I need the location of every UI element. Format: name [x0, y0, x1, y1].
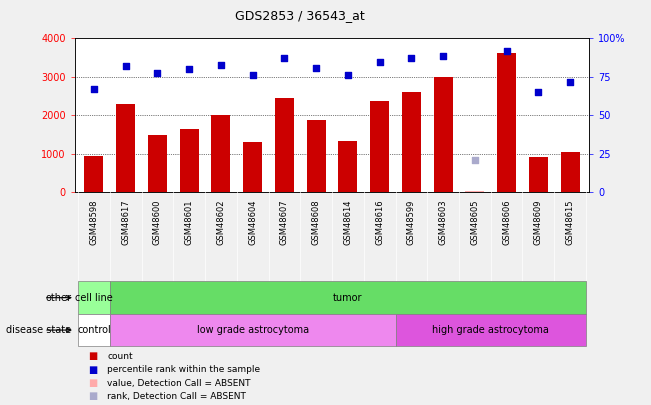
Bar	[243, 142, 262, 192]
Text: GSM48609: GSM48609	[534, 200, 543, 245]
Text: GSM48614: GSM48614	[343, 200, 352, 245]
Text: GSM48617: GSM48617	[121, 200, 130, 245]
Bar	[78, 314, 110, 346]
Point	[438, 53, 449, 60]
Text: GSM48603: GSM48603	[439, 200, 448, 245]
Text: high grade astrocytoma: high grade astrocytoma	[432, 325, 549, 335]
Text: ■: ■	[88, 378, 97, 388]
Point	[533, 88, 544, 95]
Text: rank, Detection Call = ABSENT: rank, Detection Call = ABSENT	[107, 392, 246, 401]
Bar	[402, 92, 421, 192]
Bar	[78, 281, 110, 314]
Text: disease state: disease state	[7, 325, 72, 335]
Point	[406, 55, 417, 62]
Text: GSM48601: GSM48601	[185, 200, 193, 245]
Bar	[434, 77, 452, 192]
Text: GSM48598: GSM48598	[89, 200, 98, 245]
Text: GSM48599: GSM48599	[407, 200, 416, 245]
Point	[342, 71, 353, 78]
Text: cell line: cell line	[75, 293, 113, 303]
Point	[565, 79, 575, 85]
Bar	[180, 129, 199, 192]
Bar	[307, 120, 326, 192]
Bar	[212, 115, 230, 192]
Bar	[561, 151, 579, 192]
Text: GSM48607: GSM48607	[280, 200, 289, 245]
Text: GSM48616: GSM48616	[375, 200, 384, 245]
Bar	[465, 191, 484, 192]
Point	[184, 66, 195, 72]
Point	[374, 59, 385, 66]
Text: value, Detection Call = ABSENT: value, Detection Call = ABSENT	[107, 379, 251, 388]
Text: GSM48606: GSM48606	[502, 200, 511, 245]
Point	[501, 47, 512, 54]
Point	[89, 86, 99, 92]
Text: low grade astrocytoma: low grade astrocytoma	[197, 325, 309, 335]
Bar	[370, 101, 389, 192]
Text: count: count	[107, 352, 133, 361]
Bar	[85, 156, 104, 192]
Bar	[110, 314, 396, 346]
Bar	[396, 314, 586, 346]
Bar	[110, 281, 586, 314]
Text: GSM48602: GSM48602	[216, 200, 225, 245]
Text: ■: ■	[88, 352, 97, 361]
Point	[247, 72, 258, 78]
Point	[152, 70, 163, 76]
Text: GSM48615: GSM48615	[566, 200, 575, 245]
Text: ■: ■	[88, 365, 97, 375]
Bar	[497, 53, 516, 192]
Bar	[529, 158, 548, 192]
Bar	[148, 135, 167, 192]
Text: GSM48600: GSM48600	[153, 200, 162, 245]
Point	[215, 62, 226, 68]
Text: tumor: tumor	[333, 293, 363, 303]
Point	[279, 55, 290, 62]
Text: GSM48605: GSM48605	[471, 200, 479, 245]
Point	[120, 62, 131, 69]
Bar	[116, 104, 135, 192]
Text: other: other	[46, 293, 72, 303]
Text: ■: ■	[88, 392, 97, 401]
Bar	[275, 98, 294, 192]
Text: percentile rank within the sample: percentile rank within the sample	[107, 365, 260, 374]
Text: GSM48604: GSM48604	[248, 200, 257, 245]
Point	[469, 157, 480, 164]
Bar	[339, 141, 357, 192]
Text: GDS2853 / 36543_at: GDS2853 / 36543_at	[234, 9, 365, 22]
Text: GSM48608: GSM48608	[312, 200, 321, 245]
Point	[311, 65, 322, 71]
Text: control: control	[77, 325, 111, 335]
